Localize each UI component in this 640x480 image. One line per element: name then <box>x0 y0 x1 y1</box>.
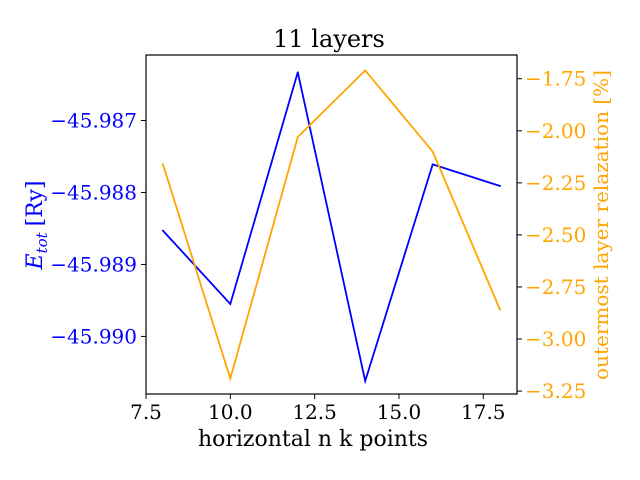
relaxation-point <box>431 150 434 153</box>
relaxation-point <box>229 377 232 380</box>
y-left-label-unit: [Ry] <box>23 181 48 227</box>
relaxation-point <box>161 163 164 166</box>
etot-point <box>161 229 164 232</box>
etot-point <box>364 380 367 382</box>
x-tick-label: 12.5 <box>292 400 337 424</box>
y-left-tick-label: −45.989 <box>50 252 137 276</box>
relaxation-point <box>364 69 367 72</box>
x-tick-label: 15.0 <box>377 400 422 424</box>
plot-frame <box>145 54 518 395</box>
y-right-tick-label: −2.00 <box>525 119 586 143</box>
y-left-axis-label: Etot [Ry] <box>23 181 51 271</box>
y-left-label-subscript: tot <box>33 231 51 253</box>
x-axis-label: horizontal n k points <box>198 427 428 452</box>
series-line-etot <box>162 72 501 385</box>
etot-point <box>499 185 502 187</box>
series-line-relaxation <box>162 69 501 382</box>
x-tick-label: 17.5 <box>461 400 506 424</box>
y-left-tick-label: −45.987 <box>50 108 137 132</box>
y-right-tick-label: −2.25 <box>525 171 586 195</box>
y-left-label-main: E <box>23 253 48 270</box>
series-lines <box>161 69 502 385</box>
x-axis-ticks: 7.5 10.0 12.5 15.0 17.5 <box>130 394 506 424</box>
y-left-axis-ticks: −45.987 −45.988 −45.989 −45.990 <box>50 108 146 348</box>
x-tick-label: 7.5 <box>130 400 162 424</box>
y-right-tick-label: −2.50 <box>525 223 586 247</box>
x-tick-label: 10.0 <box>208 400 253 424</box>
y-right-axis-label: outermost layer relazation [%] <box>589 70 613 380</box>
chart-title: 11 layers <box>273 25 385 53</box>
y-right-axis-ticks: −1.75 −2.00 −2.25 −2.50 −2.75 −3.00 −3.25 <box>517 67 586 403</box>
etot-point <box>229 303 232 305</box>
y-left-tick-label: −45.990 <box>50 324 137 348</box>
y-left-tick-label: −45.988 <box>50 180 137 204</box>
y-right-tick-label: −3.25 <box>525 379 586 403</box>
y-right-tick-label: −2.75 <box>525 275 586 299</box>
etot-point <box>431 163 434 166</box>
relaxation-point <box>499 308 502 311</box>
y-right-tick-label: −3.00 <box>525 327 586 351</box>
y-right-tick-label: −1.75 <box>525 67 586 91</box>
relaxation-point <box>296 136 299 138</box>
etot-point <box>296 71 299 74</box>
